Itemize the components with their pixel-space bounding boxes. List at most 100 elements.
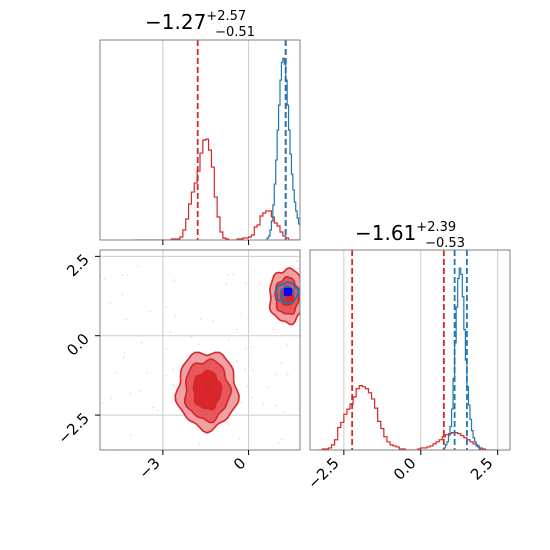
- sample-point: [244, 368, 246, 371]
- sample-point: [246, 385, 248, 388]
- sample-point: [225, 421, 228, 424]
- sample-point: [239, 313, 241, 316]
- sample-point: [280, 362, 283, 364]
- sample-point: [140, 341, 143, 344]
- sample-point: [110, 397, 113, 399]
- histogram-red: [316, 385, 498, 450]
- sample-point: [101, 402, 103, 404]
- hist-p0-title-upper: +2.57: [206, 9, 246, 24]
- sample-point: [271, 328, 274, 331]
- sample-point: [252, 369, 254, 372]
- sample-point: [251, 396, 254, 399]
- blue-contour-level-1: [275, 281, 300, 305]
- y-tick-label: 0.0: [63, 330, 93, 360]
- sample-point: [296, 260, 298, 262]
- hist-p1-ticks: −2.5 0.0 2.5: [304, 450, 499, 493]
- hist-p1-quantile-lines: [351, 250, 468, 450]
- sample-point: [174, 314, 176, 317]
- sample-point: [148, 310, 151, 313]
- sample-point: [228, 423, 230, 426]
- hist-p0-grid: [162, 40, 250, 240]
- hist-p1-title: −1.61+2.39 −0.53: [355, 220, 465, 251]
- sample-point: [240, 401, 243, 404]
- hist-p1-grid: [343, 250, 499, 450]
- sample-point: [121, 274, 123, 277]
- sample-point: [125, 318, 127, 321]
- sample-point: [280, 438, 283, 441]
- sample-point: [200, 318, 202, 320]
- sample-point: [103, 278, 105, 280]
- hist-p1-title-median: −1.61: [355, 221, 416, 245]
- sample-point: [126, 274, 129, 276]
- sample-point: [225, 283, 228, 286]
- hist-p1-panel: −2.5 0.0 2.5 −1.61+2.39 −0.53: [304, 220, 511, 493]
- sample-point: [277, 442, 280, 444]
- histogram-red: [134, 138, 300, 240]
- sample-point: [121, 293, 124, 296]
- x-tick-label: −2.5: [304, 454, 342, 492]
- x-tick-label: 0.0: [390, 454, 420, 484]
- hist-p0-series: [134, 57, 300, 240]
- sample-point: [136, 265, 139, 267]
- sample-point: [232, 273, 234, 276]
- x-tick-label: −3: [135, 454, 163, 482]
- y-tick-label: 2.5: [63, 250, 93, 280]
- sample-point: [172, 383, 174, 386]
- sample-point: [235, 360, 238, 362]
- sample-point: [275, 404, 278, 407]
- sample-point: [226, 351, 228, 353]
- sample-point: [173, 279, 176, 281]
- sample-point: [258, 282, 260, 285]
- hist-p0-title-median: −1.27: [145, 10, 206, 34]
- x-tick-label: 0: [230, 454, 249, 473]
- sample-point: [109, 303, 112, 305]
- hist-p0-frame: [99, 39, 301, 241]
- sample-point: [276, 343, 279, 345]
- sample-point: [212, 320, 214, 322]
- sample-point: [250, 346, 252, 348]
- sample-point: [227, 339, 230, 342]
- sample-point: [157, 409, 159, 411]
- sample-point: [266, 386, 269, 388]
- sample-point: [247, 356, 250, 358]
- sample-point: [236, 328, 238, 330]
- histogram-blue: [265, 57, 300, 240]
- hist-p0-quantile-lines: [196, 40, 287, 240]
- hist-p0-title: −1.27+2.57 −0.51: [145, 9, 255, 40]
- sample-point: [173, 385, 176, 388]
- sample-point: [165, 374, 167, 377]
- hist-p1-series: [316, 267, 498, 450]
- sample-point: [286, 343, 289, 345]
- sample-point: [238, 438, 241, 441]
- hist-p0-ticks: [162, 240, 250, 245]
- red-marker: [286, 294, 294, 303]
- sample-point: [198, 343, 201, 345]
- sample-point: [165, 306, 167, 308]
- sample-point: [275, 373, 278, 376]
- hist-p0-panel: −1.27+2.57 −0.51: [99, 9, 301, 245]
- sample-point: [172, 368, 174, 371]
- histogram-blue: [442, 267, 486, 450]
- blue-marker: [284, 287, 292, 296]
- y-tick-label: −2.5: [54, 409, 92, 447]
- scatter-frame: [99, 249, 301, 451]
- red-marker: [205, 387, 214, 396]
- hist-p1-frame: [309, 249, 511, 451]
- sample-point: [169, 331, 172, 333]
- hist-p1-title-upper: +2.39: [416, 220, 456, 235]
- hist-p0-title-lower: −0.51: [215, 25, 255, 40]
- sample-point: [165, 348, 168, 350]
- sample-point: [287, 373, 289, 376]
- scatter-p0-p1-panel: −3 0 2.5 0.0 −2.5: [54, 249, 301, 482]
- sample-point: [226, 273, 229, 276]
- red-marker: [206, 378, 214, 387]
- sample-point: [152, 406, 155, 409]
- scatter-samples: [100, 260, 300, 450]
- sample-point: [245, 282, 247, 285]
- sample-point: [129, 434, 132, 437]
- sample-point: [262, 403, 265, 405]
- hist-p1-title-lower: −0.53: [425, 236, 465, 251]
- sample-point: [282, 411, 285, 413]
- sample-point: [297, 267, 300, 270]
